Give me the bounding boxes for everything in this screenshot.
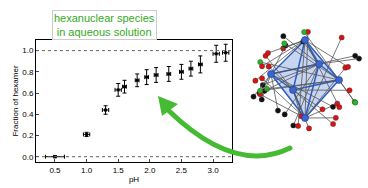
svg-text:0.4: 0.4 — [22, 110, 34, 119]
svg-text:2.5: 2.5 — [176, 166, 188, 175]
svg-text:2.0: 2.0 — [144, 166, 156, 175]
svg-text:Fraction of hexamer: Fraction of hexamer — [11, 65, 20, 136]
svg-text:0.5: 0.5 — [49, 166, 61, 175]
svg-text:hexanuclear speciesin aqueous: hexanuclear speciesin aqueous solution — [54, 12, 155, 38]
svg-text:pH: pH — [129, 175, 139, 184]
svg-text:0.8: 0.8 — [22, 68, 34, 77]
svg-text:3.0: 3.0 — [207, 166, 219, 175]
svg-text:0.2: 0.2 — [22, 131, 34, 140]
svg-text:1.5: 1.5 — [113, 166, 125, 175]
svg-text:1.0: 1.0 — [81, 166, 93, 175]
svg-text:0.6: 0.6 — [22, 89, 34, 98]
svg-text:1.0: 1.0 — [22, 46, 34, 55]
svg-text:0.0: 0.0 — [22, 153, 34, 162]
